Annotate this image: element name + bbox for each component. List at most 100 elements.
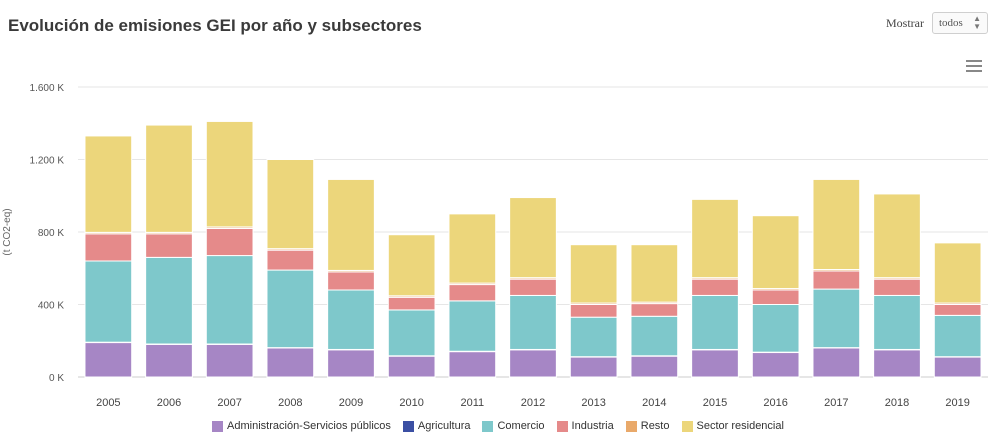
- x-tick-label: 2009: [339, 397, 363, 409]
- bar-segment-administracion-servicios-publicos-2012: [509, 349, 557, 378]
- bar-segment-industria-2015: [691, 278, 739, 296]
- x-tick-label: 2008: [278, 397, 302, 409]
- y-tick-label: 1.600 K: [30, 83, 65, 94]
- bar-segment-industria-2010: [387, 296, 436, 311]
- bar-segment-sector-residencial-2005: [84, 135, 133, 233]
- x-tick-label: 2012: [521, 397, 545, 409]
- x-tick-label: 2011: [461, 397, 485, 409]
- legend-swatch: [212, 420, 224, 432]
- bar-segment-comercio-2012: [509, 294, 557, 350]
- bar-segment-comercio-2011: [448, 300, 497, 352]
- y-tick-label: 400 K: [38, 301, 64, 312]
- bar-segment-industria-2019: [933, 304, 982, 316]
- legend-item[interactable]: Administración-Servicios públicos: [212, 420, 391, 432]
- y-tick-label: 0 K: [49, 373, 64, 384]
- bar-segment-comercio-2015: [691, 294, 739, 350]
- y-tick-label: 800 K: [38, 228, 64, 239]
- bar-segment-industria-2011: [448, 284, 497, 302]
- bar-segment-sector-residencial-2010: [387, 234, 436, 297]
- bar-segment-sector-residencial-2009: [327, 178, 375, 271]
- bar-segment-administracion-servicios-publicos-2019: [933, 356, 982, 378]
- bar-segment-industria-2017: [812, 270, 861, 290]
- bar-segment-sector-residencial-2015: [691, 198, 739, 279]
- bar-segment-comercio-2017: [812, 288, 861, 349]
- x-tick-label: 2013: [581, 397, 605, 409]
- legend-swatch: [482, 420, 494, 432]
- bar-segment-sector-residencial-2011: [448, 213, 497, 284]
- bar-segment-comercio-2009: [327, 289, 375, 350]
- bar-segment-administracion-servicios-publicos-2014: [630, 355, 679, 378]
- x-tick-label: 2006: [157, 397, 181, 409]
- filter-select[interactable]: todos ▲ ▼: [932, 12, 988, 34]
- bar-segment-comercio-2016: [751, 304, 800, 353]
- legend-label: Resto: [640, 420, 670, 432]
- legend-swatch: [625, 420, 637, 432]
- chart-legend: Administración-Servicios públicos Agricul…: [0, 420, 996, 432]
- updown-arrows-icon: ▲ ▼: [973, 14, 981, 31]
- bar-segment-comercio-2010: [387, 309, 436, 357]
- bar-segment-industria-2007: [205, 227, 254, 257]
- legend-label: Comercio: [497, 420, 545, 432]
- x-tick-label: 2018: [885, 397, 909, 409]
- stacked-bar-chart: 0 K 400 K 800 K 1.200 K 1.600 K (t CO2-eq) 200…: [2, 83, 988, 409]
- bar-segment-administracion-servicios-publicos-2018: [873, 349, 921, 378]
- legend-label: Sector residencial: [696, 420, 784, 432]
- filter-select-value: todos: [939, 17, 963, 29]
- bar-segment-industria-2012: [509, 278, 557, 296]
- filter-control: Mostrar todos ▲ ▼: [886, 12, 988, 34]
- bar-segment-industria-2006: [145, 233, 193, 258]
- bar-segment-administracion-servicios-publicos-2011: [448, 351, 497, 378]
- hamburger-menu-icon[interactable]: [966, 60, 982, 72]
- bar-segment-administracion-servicios-publicos-2007: [205, 343, 254, 378]
- x-tick-label: 2019: [945, 397, 969, 409]
- bar-segment-sector-residencial-2012: [509, 197, 557, 279]
- bar-segment-industria-2005: [84, 233, 133, 262]
- bar-segment-sector-residencial-2007: [205, 120, 254, 228]
- y-tick-label: 1.200 K: [30, 156, 65, 167]
- bar-segment-industria-2009: [327, 271, 375, 291]
- x-tick-label: 2017: [824, 397, 848, 409]
- bar-segment-administracion-servicios-publicos-2005: [84, 342, 133, 378]
- x-tick-label: 2016: [763, 397, 787, 409]
- bar-segment-administracion-servicios-publicos-2008: [266, 347, 315, 378]
- bar-segment-administracion-servicios-publicos-2016: [751, 352, 800, 378]
- bar-segment-administracion-servicios-publicos-2010: [387, 355, 436, 378]
- legend-item[interactable]: Resto: [625, 420, 670, 432]
- bar-segment-sector-residencial-2014: [630, 244, 679, 303]
- chart-title: Evolución de emisiones GEI por año y sub…: [8, 16, 422, 35]
- legend-label: Administración-Servicios públicos: [227, 420, 391, 432]
- legend-item[interactable]: Comercio: [482, 420, 545, 432]
- bar-segment-comercio-2006: [145, 256, 193, 345]
- legend-label: Industria: [571, 420, 614, 432]
- bar-segment-industria-2013: [569, 304, 618, 318]
- legend-item[interactable]: Agricultura: [402, 420, 471, 432]
- bar-segment-sector-residencial-2016: [751, 215, 800, 290]
- bar-segment-sector-residencial-2019: [933, 242, 982, 304]
- bar-segment-sector-residencial-2013: [569, 244, 618, 304]
- legend-swatch: [402, 420, 414, 432]
- bar-segment-administracion-servicios-publicos-2006: [145, 343, 193, 378]
- bar-segment-industria-2016: [751, 289, 800, 305]
- bar-segment-administracion-servicios-publicos-2009: [327, 349, 375, 378]
- y-axis-label: (t CO2-eq): [2, 208, 13, 255]
- bar-segment-administracion-servicios-publicos-2015: [691, 349, 739, 378]
- bar-segment-industria-2014: [630, 303, 679, 317]
- x-tick-label: 2015: [703, 397, 727, 409]
- legend-item[interactable]: Sector residencial: [681, 420, 784, 432]
- bar-segment-comercio-2018: [873, 294, 921, 350]
- bar-segment-industria-2018: [873, 278, 921, 296]
- bar-segment-comercio-2007: [205, 255, 254, 345]
- x-tick-label: 2014: [642, 397, 666, 409]
- bar-segment-sector-residencial-2008: [266, 159, 315, 250]
- legend-label: Agricultura: [417, 420, 471, 432]
- bar-segment-comercio-2014: [630, 315, 679, 357]
- legend-item[interactable]: Industria: [556, 420, 614, 432]
- x-tick-label: 2010: [399, 397, 423, 409]
- filter-label: Mostrar: [886, 15, 924, 30]
- bar-segment-comercio-2008: [266, 269, 315, 349]
- legend-swatch: [556, 420, 568, 432]
- bar-segment-sector-residencial-2006: [145, 124, 193, 233]
- bar-segment-industria-2008: [266, 249, 315, 271]
- bar-segment-comercio-2019: [933, 314, 982, 358]
- bar-segment-comercio-2013: [569, 316, 618, 358]
